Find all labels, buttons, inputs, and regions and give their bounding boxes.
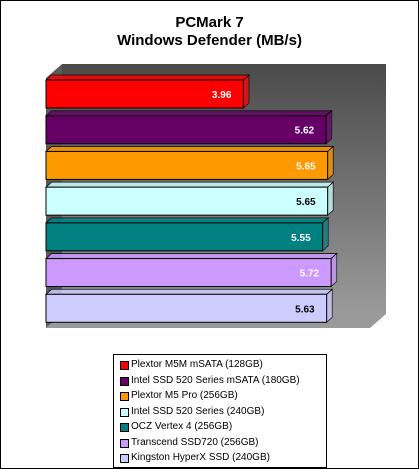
data-label: 5.72: [300, 269, 320, 280]
legend-label: Plextor M5M mSATA (128GB): [131, 359, 263, 370]
bar: [45, 293, 328, 323]
legend-label: Kingston HyperX SSD (240GB): [131, 452, 270, 463]
bar: [45, 115, 327, 145]
legend-label: Plextor M5 Pro (256GB): [131, 390, 238, 401]
data-label: 5.65: [296, 161, 316, 172]
legend-label: Intel SSD 520 Series mSATA (180GB): [131, 374, 300, 386]
bar-top-face: [44, 217, 330, 224]
bar: [45, 186, 329, 216]
legend-swatch: [120, 376, 129, 386]
bar-top-face: [44, 181, 335, 188]
bar-top-face: [44, 146, 335, 152]
chart-subtitle: Windows Defender (MB/s): [117, 32, 302, 49]
bar-chart: 3.96 5.62 5.65 5.65 5.55 5.72 5.63: [44, 64, 386, 328]
bar-top-face: [44, 253, 338, 259]
chart-title: PCMark 7: [175, 14, 244, 31]
bars-group: [44, 74, 338, 324]
bar-side-face: [327, 181, 334, 217]
legend-swatch: [120, 438, 129, 448]
bar-side-face: [242, 74, 250, 109]
bar: [45, 258, 332, 288]
bar-side-face: [322, 216, 329, 252]
legend-swatch: [120, 454, 129, 463]
bar-top-face: [44, 110, 333, 117]
legend-swatch: [120, 407, 129, 417]
bar-side-face: [327, 145, 334, 181]
legend-label: Transcend SSD720 (256GB): [131, 436, 259, 448]
data-label: 5.65: [296, 197, 316, 208]
legend-swatch: [120, 361, 129, 370]
data-label: 5.63: [295, 304, 315, 315]
bar-side-face: [325, 109, 333, 145]
data-label: 5.62: [295, 126, 315, 137]
legend-label: Intel SSD 520 Series (240GB): [131, 405, 265, 417]
legend-label: OCZ Vertex 4 (256GB): [131, 421, 233, 432]
data-labels-group: 3.96 5.62 5.65 5.65 5.55 5.72 5.63: [212, 90, 320, 315]
data-label: 3.96: [212, 90, 232, 101]
bar-side-face: [330, 252, 338, 288]
bar: [45, 79, 244, 109]
legend-swatch: [120, 423, 129, 432]
bar-top-face: [44, 74, 251, 81]
legend-swatch: [120, 392, 129, 401]
bar: [45, 222, 324, 252]
data-label: 5.55: [291, 233, 311, 244]
bar: [45, 150, 329, 180]
bar-side-face: [326, 288, 333, 324]
legend: Plextor M5M mSATA (128GB) Intel SSD 520 S…: [113, 354, 327, 468]
bar-top-face: [44, 288, 334, 295]
